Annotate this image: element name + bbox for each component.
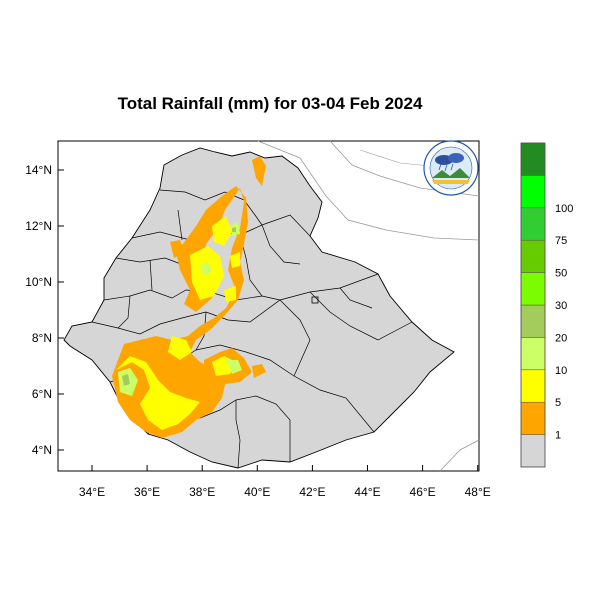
colorbar-segment bbox=[520, 304, 546, 338]
x-tick-label: 42°E bbox=[299, 485, 325, 499]
colorbar-label: 10 bbox=[555, 365, 567, 377]
x-tick-label: 40°E bbox=[244, 485, 270, 499]
y-tick-label: 6°N bbox=[32, 387, 52, 401]
colorbar-segment bbox=[520, 337, 546, 371]
colorbar-segment bbox=[520, 369, 546, 403]
y-tick-label: 4°N bbox=[32, 443, 52, 457]
x-tick-label: 48°E bbox=[465, 485, 491, 499]
colorbar-label: 75 bbox=[555, 235, 567, 247]
y-tick-label: 10°N bbox=[25, 275, 52, 289]
colorbar-label: 5 bbox=[555, 397, 561, 409]
colorbar-segment bbox=[520, 434, 546, 468]
rainfall-colorbar: 1 5 10 20 30 50 75 100 bbox=[520, 142, 573, 468]
rainfall-20-30mm bbox=[122, 227, 236, 386]
y-axis-ticks: 14°N 12°N 10°N 8°N 6°N 4°N bbox=[25, 163, 64, 457]
colorbar-label: 50 bbox=[555, 268, 567, 280]
map-title: Total Rainfall (mm) for 03-04 Feb 2024 bbox=[117, 94, 423, 113]
x-tick-label: 44°E bbox=[354, 485, 380, 499]
colorbar-segment bbox=[520, 207, 546, 241]
y-tick-label: 12°N bbox=[25, 219, 52, 233]
colorbar-segment bbox=[520, 175, 546, 209]
colorbar-segment bbox=[520, 401, 546, 435]
colorbar-segment bbox=[520, 239, 546, 273]
colorbar-outline bbox=[520, 142, 546, 468]
colorbar-segment bbox=[520, 142, 546, 176]
ethiopian-meteorology-institute-logo bbox=[423, 140, 479, 196]
y-tick-label: 14°N bbox=[25, 163, 52, 177]
x-tick-label: 38°E bbox=[189, 485, 215, 499]
colorbar-segment bbox=[520, 272, 546, 306]
x-tick-label: 36°E bbox=[134, 485, 160, 499]
somalia-border-line bbox=[439, 439, 480, 472]
x-tick-label: 34°E bbox=[79, 485, 105, 499]
colorbar-label: 20 bbox=[555, 332, 567, 344]
x-tick-label: 46°E bbox=[410, 485, 436, 499]
colorbar-label: 100 bbox=[555, 203, 573, 215]
colorbar-label: 1 bbox=[555, 430, 561, 442]
colorbar-label: 30 bbox=[555, 300, 567, 312]
neighbor-border bbox=[257, 140, 480, 241]
lake-feature bbox=[311, 296, 319, 304]
x-axis-ticks: 34°E 36°E 38°E 40°E 42°E 44°E 46°E 48°E bbox=[79, 465, 491, 499]
map-area bbox=[63, 140, 480, 472]
y-tick-label: 8°N bbox=[32, 331, 52, 345]
